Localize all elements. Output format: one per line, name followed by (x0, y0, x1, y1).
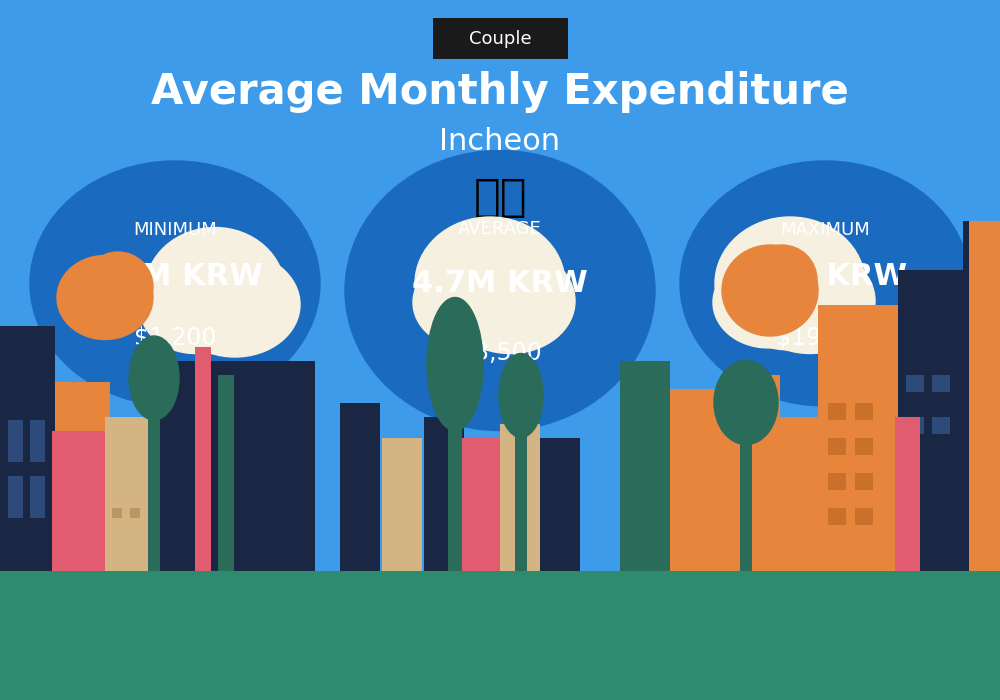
Ellipse shape (57, 256, 153, 340)
Text: Incheon: Incheon (439, 127, 561, 156)
Text: Average Monthly Expenditure: Average Monthly Expenditure (151, 71, 849, 113)
Ellipse shape (415, 217, 565, 350)
Bar (898, 270, 963, 570)
Text: MINIMUM: MINIMUM (133, 220, 217, 239)
Ellipse shape (30, 161, 320, 406)
Bar (963, 220, 969, 570)
Bar (828, 473, 846, 490)
Bar (855, 473, 873, 490)
Bar (0, 326, 55, 570)
Ellipse shape (170, 252, 300, 357)
Bar (620, 360, 670, 570)
Bar (963, 220, 1000, 570)
Bar (424, 416, 464, 570)
Ellipse shape (745, 248, 875, 354)
Bar (0, 570, 1000, 700)
Bar (105, 416, 160, 570)
Ellipse shape (680, 161, 970, 406)
Ellipse shape (145, 228, 285, 354)
Bar (30, 476, 45, 518)
Bar (55, 382, 110, 570)
Bar (906, 416, 924, 434)
Ellipse shape (713, 257, 823, 348)
FancyBboxPatch shape (432, 18, 568, 59)
Ellipse shape (445, 248, 575, 354)
Bar (155, 360, 240, 570)
Text: $1,200: $1,200 (134, 326, 216, 349)
Bar (818, 304, 898, 570)
Ellipse shape (83, 252, 153, 322)
Bar (448, 360, 462, 570)
Text: AVERAGE: AVERAGE (458, 220, 542, 238)
Ellipse shape (715, 217, 865, 350)
Bar (130, 508, 140, 518)
Text: $19,000: $19,000 (776, 326, 874, 349)
Bar (8, 420, 23, 462)
Bar (340, 402, 380, 570)
Ellipse shape (499, 354, 543, 438)
Bar (148, 374, 160, 570)
Bar (30, 420, 45, 462)
Bar (85, 476, 97, 490)
Bar (462, 438, 502, 570)
Bar (240, 360, 315, 570)
Ellipse shape (747, 245, 817, 315)
Bar (906, 374, 924, 392)
Text: 🇰🇷: 🇰🇷 (473, 176, 527, 219)
Bar (218, 374, 234, 570)
Bar (855, 402, 873, 420)
Text: MAXIMUM: MAXIMUM (780, 220, 870, 239)
Bar (855, 438, 873, 455)
Bar (828, 508, 846, 525)
Bar (540, 438, 580, 570)
Ellipse shape (140, 262, 250, 354)
Bar (725, 374, 780, 570)
Bar (112, 508, 122, 518)
Bar (932, 374, 950, 392)
Text: 25M KRW: 25M KRW (743, 262, 907, 291)
Bar (382, 438, 422, 570)
Bar (778, 416, 818, 570)
Bar (65, 504, 77, 518)
Bar (828, 438, 846, 455)
Ellipse shape (714, 360, 778, 444)
Text: 4.7M KRW: 4.7M KRW (412, 269, 588, 298)
Text: $3,500: $3,500 (459, 340, 541, 364)
Ellipse shape (129, 336, 179, 420)
Bar (515, 395, 527, 570)
Bar (670, 389, 725, 570)
Ellipse shape (345, 150, 655, 430)
Bar (8, 476, 23, 518)
Ellipse shape (413, 257, 523, 348)
Bar (855, 508, 873, 525)
Bar (195, 346, 211, 570)
Bar (65, 476, 77, 490)
Ellipse shape (722, 245, 818, 336)
Bar (500, 424, 540, 570)
Ellipse shape (427, 298, 483, 430)
Bar (828, 402, 846, 420)
Text: Couple: Couple (469, 29, 531, 48)
Bar (895, 416, 920, 570)
Text: 1.6M KRW: 1.6M KRW (87, 262, 263, 291)
Bar (52, 430, 112, 570)
Bar (740, 402, 752, 570)
Bar (932, 416, 950, 434)
